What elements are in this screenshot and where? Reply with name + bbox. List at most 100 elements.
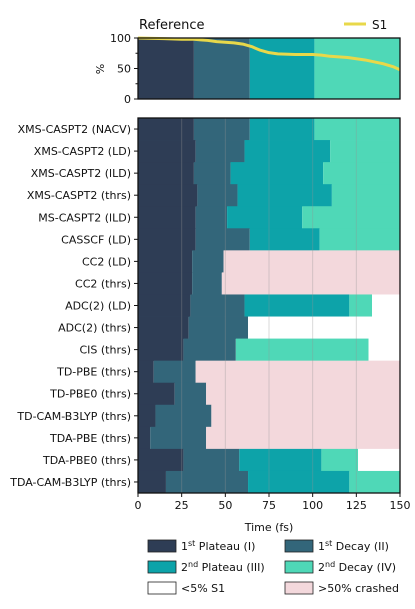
bar-segment-plateau2 xyxy=(248,470,350,494)
x-axis-label: Time (fs) xyxy=(244,521,294,534)
method-label: TDA-PBE (thrs) xyxy=(49,432,131,445)
bar-segment-decay1 xyxy=(150,426,207,450)
bar-segment-plateau1 xyxy=(138,162,194,185)
x-tick-label: 150 xyxy=(390,499,411,512)
legend-s1-label: S1 xyxy=(372,18,387,32)
bar-segment-decay2 xyxy=(302,206,400,229)
method-label: TD-CAM-B3LYP (thrs) xyxy=(16,410,131,423)
bar-segment-plateau1 xyxy=(138,360,154,384)
legend-label-decay1: 1st Decay (II) xyxy=(318,539,389,553)
method-label: CIS (thrs) xyxy=(79,344,131,357)
bar-segment-decay2 xyxy=(235,338,369,362)
bar-segment-decay1 xyxy=(195,140,245,163)
bar-segment-lowS1 xyxy=(358,448,400,472)
method-label: TDA-PBE0 (thrs) xyxy=(42,454,131,467)
bar-segment-plateau1 xyxy=(138,206,196,229)
bar-segment-crashed xyxy=(211,404,400,428)
bar-segment-plateau1 xyxy=(138,470,166,494)
method-label: XMS-CASPT2 (lLD) xyxy=(31,167,131,180)
bar-segment-plateau1 xyxy=(138,338,184,362)
method-label: TD-PBE0 (thrs) xyxy=(49,388,131,401)
bar-segment-plateau2 xyxy=(244,294,350,317)
bar-segment-crashed xyxy=(206,382,400,406)
reference-band-decay2 xyxy=(314,38,400,99)
bar-segment-decay1 xyxy=(183,448,240,472)
legend-swatch-plateau1 xyxy=(147,539,177,553)
bar-segment-crashed xyxy=(195,360,400,384)
method-label: XMS-CASPT2 (NACV) xyxy=(18,123,131,136)
x-gridlines xyxy=(181,118,357,493)
bar-segment-plateau1 xyxy=(138,294,191,317)
x-ticks: 0 25 50 75 100 125 150 xyxy=(135,493,411,512)
bar-segment-decay2 xyxy=(314,118,400,141)
legend-swatch-lowS1 xyxy=(147,581,177,595)
bar-segment-decay1 xyxy=(193,162,231,185)
bar-segment-plateau2 xyxy=(244,140,331,163)
reference-panel: Reference S1 % 0 50 100 xyxy=(94,18,401,106)
x-tick-label: 125 xyxy=(346,499,367,512)
bar-segment-plateau1 xyxy=(138,316,189,339)
bar-segment-plateau1 xyxy=(138,184,198,207)
phase-legend: 1st Plateau (I) 1st Decay (II) 2nd Plateau… xyxy=(147,539,399,595)
reference-band-plateau2 xyxy=(249,38,315,99)
method-label: XMS-CASPT2 (LD) xyxy=(34,145,131,158)
method-label: CC2 (LD) xyxy=(82,255,131,268)
bar-segment-decay1 xyxy=(165,470,249,494)
s1-population-line xyxy=(137,36,401,72)
bar-segment-plateau1 xyxy=(138,228,196,251)
legend-label-plateau2: 2nd Plateau (III) xyxy=(181,560,265,574)
x-tick-label: 25 xyxy=(175,499,189,512)
reference-band-plateau1 xyxy=(138,38,194,99)
bar-segment-decay1 xyxy=(183,338,236,362)
method-label: TDA-CAM-B3LYP (thrs) xyxy=(9,476,131,489)
method-rows xyxy=(138,118,400,494)
reference-y-tick-label: 100 xyxy=(110,32,131,45)
method-label: ADC(2) (thrs) xyxy=(58,322,131,335)
methods-panel: XMS-CASPT2 (NACV) XMS-CASPT2 (LD) XMS-CASP… xyxy=(9,117,411,534)
x-tick-label: 100 xyxy=(302,499,323,512)
bar-segment-plateau1 xyxy=(138,272,193,295)
x-tick-label: 75 xyxy=(262,499,276,512)
bar-segment-plateau1 xyxy=(138,140,196,163)
legend-swatch-decay1 xyxy=(284,539,314,553)
bar-segment-decay2 xyxy=(321,448,359,472)
bar-segment-decay1 xyxy=(195,228,250,251)
bar-segment-plateau1 xyxy=(138,382,175,406)
bar-segment-decay1 xyxy=(190,294,245,317)
bar-segment-plateau1 xyxy=(138,404,156,428)
reference-y-axis-label: % xyxy=(94,64,107,74)
method-label: CC2 (thrs) xyxy=(75,277,131,290)
reference-y-tick-label: 0 xyxy=(124,93,131,106)
bar-segment-decay1 xyxy=(153,360,196,384)
legend-label-decay2: 2nd Decay (IV) xyxy=(318,560,396,574)
bar-segment-plateau2 xyxy=(230,162,324,185)
bar-segment-crashed xyxy=(221,272,400,295)
method-label: TD-PBE (thrs) xyxy=(56,366,131,379)
bar-segment-decay2 xyxy=(330,140,400,163)
bar-segment-crashed xyxy=(206,426,400,450)
bar-segment-decay1 xyxy=(193,118,250,141)
reference-phase-bands xyxy=(138,38,400,99)
bar-segment-decay1 xyxy=(192,250,224,273)
bar-segment-plateau1 xyxy=(138,250,193,273)
reference-y-ticks: 0 50 100 xyxy=(110,32,138,106)
reference-band-decay1 xyxy=(193,38,250,99)
method-label: ADC(2) (LD) xyxy=(65,300,131,313)
legend-swatch-crashed xyxy=(284,581,314,595)
bar-segment-decay1 xyxy=(195,206,228,229)
bar-segment-decay1 xyxy=(155,404,212,428)
x-tick-label: 0 xyxy=(135,499,142,512)
bar-segment-plateau2 xyxy=(237,184,332,207)
bar-segment-lowS1 xyxy=(248,316,400,339)
method-label: XMS-CASPT2 (thrs) xyxy=(27,189,131,202)
method-label: MS-CASPT2 (lLD) xyxy=(38,211,131,224)
bar-segment-lowS1 xyxy=(372,294,400,317)
bar-segment-plateau1 xyxy=(138,118,194,141)
reference-y-tick-label: 50 xyxy=(117,63,131,76)
bar-segment-decay2 xyxy=(323,162,400,185)
bar-segment-decay2 xyxy=(349,294,373,317)
bar-segment-decay1 xyxy=(192,272,222,295)
legend-swatch-decay2 xyxy=(284,560,314,574)
bar-segment-decay1 xyxy=(188,316,249,339)
bar-segment-lowS1 xyxy=(368,338,400,362)
